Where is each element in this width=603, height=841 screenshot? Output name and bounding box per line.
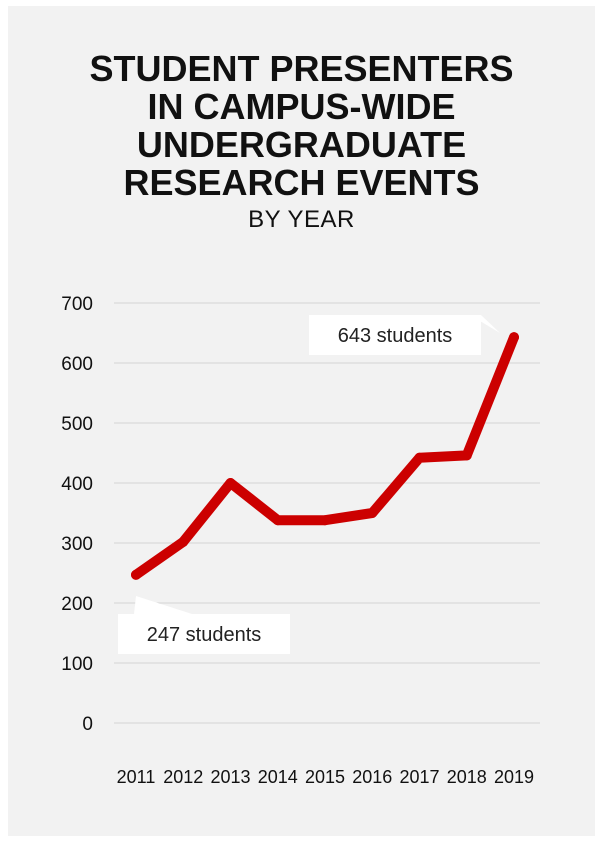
y-tick-label: 300	[61, 534, 93, 555]
series-layer	[131, 332, 519, 580]
x-tick-label: 2011	[117, 767, 156, 787]
chart-title-line-3: UNDERGRADUATE	[136, 124, 467, 165]
callout-label: 247 students	[147, 624, 262, 646]
y-tick-label: 100	[61, 654, 93, 675]
x-tick-label: 2018	[447, 767, 487, 787]
x-tick-label: 2013	[210, 767, 250, 787]
y-axis-ticks: 0 100 200 300 400 500 600 700	[61, 294, 93, 735]
series-line-0	[131, 332, 519, 580]
y-tick-label: 200	[61, 594, 93, 615]
x-tick-label: 2017	[399, 767, 439, 787]
x-tick-label: 2014	[258, 767, 298, 787]
y-tick-label: 0	[82, 714, 93, 735]
chart-subtitle: BY YEAR	[248, 206, 355, 233]
x-tick-label: 2015	[305, 767, 345, 787]
data-point	[272, 515, 283, 526]
y-tick-label: 700	[61, 294, 93, 315]
chart-title-line-4: RESEARCH EVENTS	[123, 162, 480, 203]
x-tick-label: 2016	[352, 767, 392, 787]
callout-pointer	[134, 596, 192, 614]
data-point	[225, 478, 236, 488]
chart-title-line-2: IN CAMPUS-WIDE	[147, 86, 456, 127]
data-point	[367, 508, 378, 518]
chart-title-line-1: STUDENT PRESENTERS	[89, 48, 514, 89]
callout-box	[309, 315, 481, 355]
y-tick-label: 400	[61, 474, 93, 495]
x-tick-label: 2012	[163, 767, 203, 787]
y-tick-label: 500	[61, 414, 93, 435]
callouts: 643 students 247 students	[118, 315, 500, 654]
data-point	[414, 452, 425, 463]
x-axis-ticks: 2011 2012 2013 2014 2015 2016 2017 2018 2019	[117, 767, 534, 787]
callout-box	[118, 614, 290, 654]
data-point	[178, 536, 189, 547]
data-point	[131, 569, 141, 580]
y-tick-label: 600	[61, 354, 93, 375]
callout-label: 643 students	[338, 325, 453, 347]
x-tick-label: 2019	[494, 767, 534, 787]
data-point	[461, 450, 472, 461]
gridlines	[114, 302, 540, 724]
chart-title: STUDENT PRESENTERS IN CAMPUS-WIDE UNDERG…	[0, 50, 603, 202]
chart-panel	[8, 6, 595, 836]
data-point	[509, 332, 519, 343]
data-point	[320, 515, 330, 526]
